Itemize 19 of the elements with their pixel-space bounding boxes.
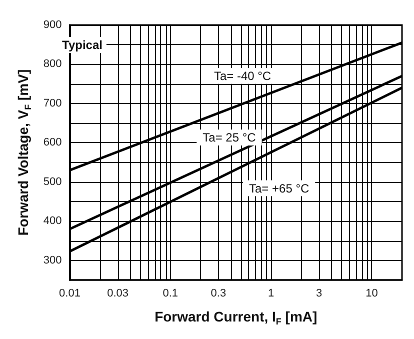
x-tick-label: 0.3 bbox=[210, 288, 226, 300]
x-tick-label: 3 bbox=[316, 288, 322, 300]
x-tick-label: 10 bbox=[366, 288, 378, 300]
y-tick-label: 700 bbox=[43, 97, 62, 110]
y-axis-title: Forward Voltage, VF [mV] bbox=[15, 69, 33, 236]
y-tick-label: 900 bbox=[43, 19, 62, 31]
x-tick-label: 0.1 bbox=[162, 288, 178, 300]
x-tick-label: 0.01 bbox=[59, 288, 80, 300]
x-tick-label: 0.03 bbox=[107, 288, 128, 300]
series-label: Ta= +65 °C bbox=[248, 181, 310, 196]
y-tick-label: 500 bbox=[43, 176, 62, 188]
y-tick-label: 400 bbox=[43, 215, 62, 228]
series-label: Ta= -40 °C bbox=[214, 68, 272, 83]
annotation: Typical bbox=[62, 38, 102, 52]
series-label: Ta= 25 °C bbox=[202, 130, 256, 145]
y-tick-label: 800 bbox=[43, 58, 62, 70]
y-tick-label: 600 bbox=[43, 136, 62, 149]
y-tick-label: 300 bbox=[43, 254, 62, 266]
x-tick-label: 1 bbox=[268, 288, 274, 300]
